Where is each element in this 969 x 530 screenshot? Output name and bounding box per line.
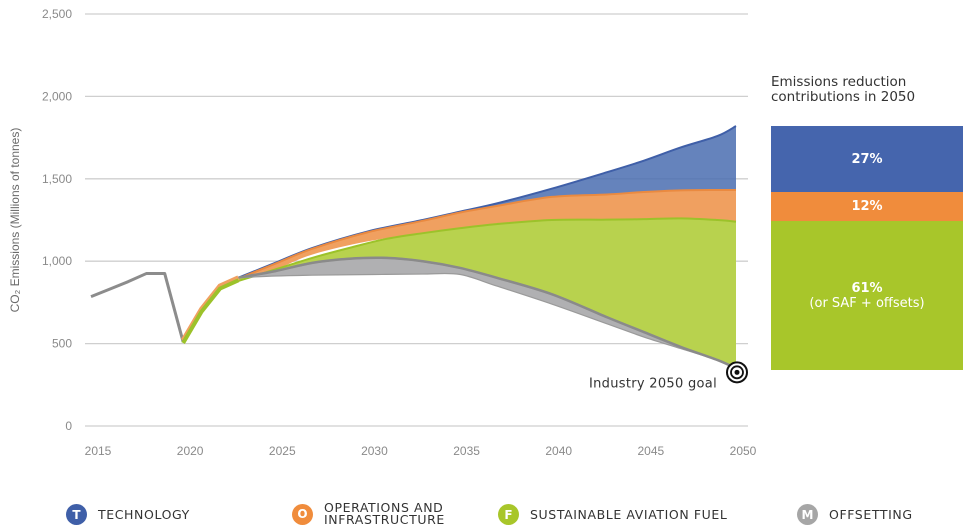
contribution-percent: 27% [851, 151, 883, 167]
legend-label: SUSTAINABLE AVIATION FUEL [530, 506, 728, 522]
legend-label: TECHNOLOGY [98, 506, 190, 522]
contribution-note: (or SAF + offsets) [809, 295, 925, 311]
side-panel-title: Emissions reduction contributions in 205… [771, 75, 969, 105]
operations-area [238, 189, 736, 281]
offsetting-lower-line [238, 272, 737, 369]
operations-badge-icon: O [292, 503, 313, 525]
y-axis-ticks: 0 500 1,000 1,500 2,000 2,500 [42, 7, 72, 433]
side-panel-title-line1: Emissions reduction [771, 74, 907, 90]
contribution-percent: 12% [851, 199, 883, 214]
saf-contribution-bar: 61% (or SAF + offsets) [771, 221, 963, 370]
y-tick-label: 2,500 [42, 7, 72, 21]
saf-badge-icon: F [498, 504, 519, 525]
legend-item-operations: O OPERATIONS AND INFRASTRUCTURE [292, 500, 445, 527]
x-axis-ticks: 2015 2020 2025 2030 2035 2040 2045 2050 [85, 444, 757, 458]
saf-edge-line [238, 217, 737, 282]
y-tick-label: 2,000 [42, 89, 72, 103]
operations-edge-line [238, 188, 737, 280]
industry-goal-label: Industry 2050 goal [589, 376, 717, 391]
x-tick-label: 2040 [545, 444, 572, 458]
x-tick-label: 2015 [85, 444, 112, 458]
legend-item-offsetting: M OFFSETTING [797, 504, 913, 525]
series-lines [90, 272, 240, 344]
legend-label: OPERATIONS AND INFRASTRUCTURE [324, 500, 445, 527]
operations-contribution-bar: 12% [771, 192, 963, 221]
x-tick-label: 2050 [730, 444, 757, 458]
x-tick-label: 2020 [177, 444, 204, 458]
x-tick-label: 2030 [361, 444, 388, 458]
technology-badge-icon: T [66, 504, 87, 525]
y-tick-label: 1,000 [42, 254, 72, 268]
legend: T TECHNOLOGY O OPERATIONS AND INFRASTRUC… [0, 500, 969, 530]
technology-contribution-bar: 27% [771, 126, 963, 192]
target-icon [726, 361, 748, 384]
y-axis-title: CO₂ Emissions (Millions of tonnes) [8, 128, 22, 313]
x-tick-label: 2025 [269, 444, 296, 458]
x-tick-label: 2035 [453, 444, 480, 458]
contribution-percent: 61% [851, 280, 883, 296]
y-tick-label: 0 [65, 419, 72, 433]
area-series [238, 125, 737, 370]
recovery-line-saf [181, 278, 240, 344]
legend-label: OFFSETTING [829, 506, 913, 522]
legend-item-saf: F SUSTAINABLE AVIATION FUEL [498, 504, 728, 525]
side-panel-title-line2: contributions in 2050 [771, 89, 916, 105]
saf-area [238, 218, 736, 369]
emissions-area-chart: 0 500 1,000 1,500 2,000 2,500 2015 2020 2025 203… [8, 7, 757, 458]
target-dot [734, 369, 740, 375]
y-tick-label: 1,500 [42, 172, 72, 186]
offsetting-badge-icon: M [797, 504, 818, 525]
net-emissions-line [238, 256, 737, 370]
x-tick-label: 2045 [638, 444, 665, 458]
historical-line [90, 272, 185, 343]
legend-item-technology: T TECHNOLOGY [66, 504, 190, 525]
y-tick-label: 500 [52, 337, 72, 351]
